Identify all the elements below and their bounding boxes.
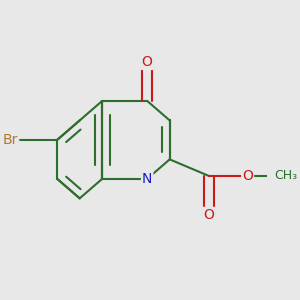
- Text: CH₃: CH₃: [274, 169, 298, 182]
- Text: O: O: [203, 208, 214, 222]
- Text: O: O: [142, 55, 153, 69]
- Text: O: O: [242, 169, 253, 183]
- Text: N: N: [142, 172, 152, 186]
- Text: Br: Br: [3, 133, 18, 147]
